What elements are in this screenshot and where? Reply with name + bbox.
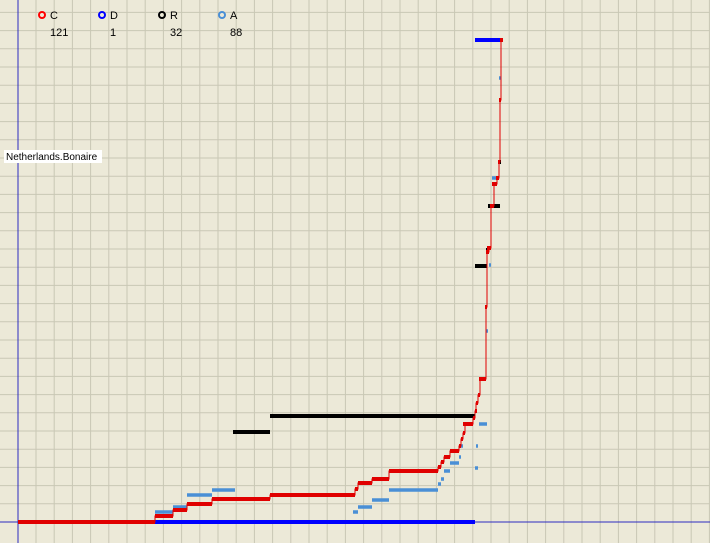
- legend-marker-a: [218, 11, 226, 19]
- legend-count-c: 121: [50, 27, 68, 39]
- legend-item-a: A 88: [218, 10, 242, 39]
- legend-count-d: 1: [110, 27, 116, 39]
- series-r: [233, 160, 501, 434]
- region-label: Netherlands.Bonaire: [4, 150, 102, 163]
- legend-count-r: 32: [170, 27, 182, 39]
- legend-label-a: A: [230, 10, 238, 22]
- series-layer: [18, 38, 503, 524]
- legend-item-d: D 1: [98, 10, 118, 39]
- legend-item-c: C 121: [38, 10, 68, 39]
- legend-marker-d: [98, 11, 106, 19]
- legend-label-d: D: [110, 10, 118, 22]
- series-c: [18, 38, 503, 524]
- legend-item-r: R 32: [158, 10, 182, 39]
- legend-marker-r: [158, 11, 166, 19]
- region-label-text: Netherlands.Bonaire: [6, 152, 98, 163]
- legend-label-c: C: [50, 10, 58, 22]
- series-d: [155, 38, 501, 524]
- legend-marker-c: [38, 11, 46, 19]
- series-a: [155, 76, 501, 514]
- legend: C 121 D 1 R 32 A 88: [38, 10, 242, 39]
- legend-count-a: 88: [230, 27, 242, 39]
- region-label-bg: [4, 150, 102, 163]
- legend-label-r: R: [170, 10, 178, 22]
